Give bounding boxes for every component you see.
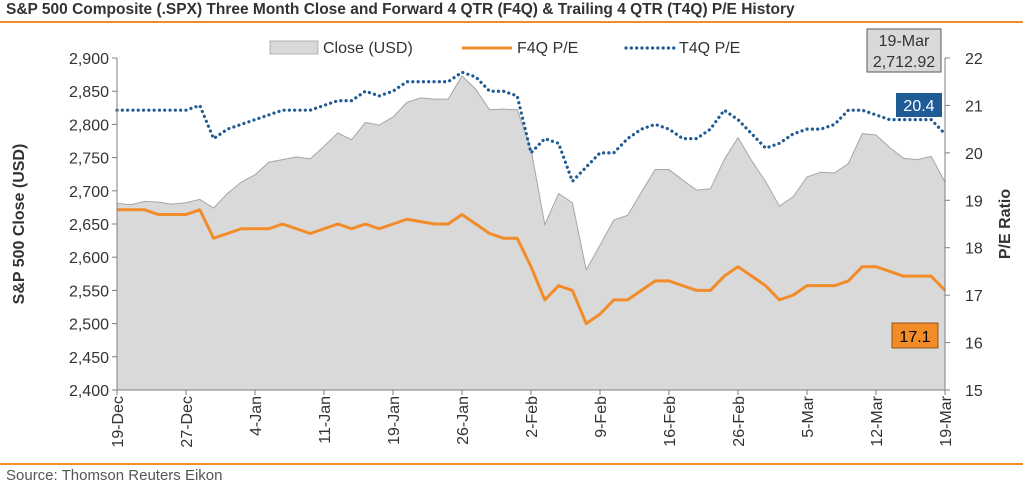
left-tick-label: 2,600	[69, 250, 109, 267]
right-tick-label: 17	[965, 288, 983, 305]
value-callouts: 19-Mar 2,712.92 20.4 17.1	[866, 28, 942, 349]
left-tick-label: 2,500	[69, 317, 109, 334]
x-tick-label: 19-Dec	[110, 396, 127, 448]
x-tick-label: 26-Feb	[731, 396, 748, 447]
x-tick-label: 5-Mar	[800, 395, 817, 437]
x-tick-label: 12-Mar	[869, 395, 886, 446]
left-tick-label: 2,450	[69, 350, 109, 367]
right-tick-label: 18	[965, 241, 983, 258]
left-tick-label: 2,800	[69, 117, 109, 134]
x-tick-label: 9-Feb	[593, 396, 610, 438]
axes-layer: 2,400 2,450 2,500 2,550 2,600 2,650 2,700 2,750…	[11, 51, 1014, 448]
right-tick-label: 21	[965, 98, 983, 115]
left-tick-label: 2,850	[69, 84, 109, 101]
legend-label-f4q: F4Q P/E	[517, 40, 578, 57]
legend-label-close: Close (USD)	[323, 40, 413, 57]
left-tick-label: 2,400	[69, 383, 109, 400]
t4q-callout-value: 20.4	[903, 98, 934, 115]
top-rule	[0, 21, 1023, 23]
x-tick-label: 11-Jan	[317, 396, 334, 444]
pe-lines-layer	[115, 70, 947, 326]
x-tick-label: 26-Jan	[455, 396, 472, 445]
legend-swatch-close	[269, 40, 319, 55]
close-area	[117, 75, 945, 391]
right-tick-label: 22	[965, 51, 983, 68]
legend: Close (USD) F4Q P/E T4Q P/E	[269, 40, 740, 57]
x-tick-label: 2-Feb	[524, 396, 541, 438]
close-callout-date: 19-Mar	[879, 33, 930, 50]
f4q-callout-box	[891, 322, 939, 349]
t4q-callout-box	[896, 93, 942, 117]
t4q-pe-line	[115, 70, 947, 185]
right-tick-label: 19	[965, 193, 983, 210]
x-tick-label: 19-Mar	[938, 395, 955, 446]
left-tick-label: 2,550	[69, 283, 109, 300]
f4q-callout-value: 17.1	[899, 329, 930, 346]
x-tick-label: 27-Dec	[179, 396, 196, 448]
chart-title: S&P 500 Composite (.SPX) Three Month Clo…	[6, 1, 795, 18]
left-tick-label: 2,700	[69, 184, 109, 201]
x-tick-label: 19-Jan	[386, 396, 403, 445]
close-callout-value: 2,712.92	[873, 54, 935, 71]
right-tick-label: 15	[965, 383, 983, 400]
left-tick-label: 2,750	[69, 151, 109, 168]
close-area-layer	[116, 75, 946, 391]
f4q-pe-line	[117, 208, 947, 326]
right-axis-title: P/E Ratio	[997, 189, 1014, 259]
right-tick-label: 16	[965, 336, 983, 353]
left-tick-label: 2,650	[69, 217, 109, 234]
x-tick-label: 4-Jan	[248, 396, 265, 436]
x-tick-label: 16-Feb	[662, 396, 679, 447]
legend-label-t4q: T4Q P/E	[679, 40, 740, 57]
source-note: Source: Thomson Reuters Eikon	[6, 467, 223, 484]
close-callout-box	[866, 28, 942, 73]
left-axis-title: S&P 500 Close (USD)	[11, 144, 28, 305]
left-tick-label: 2,900	[69, 51, 109, 68]
bottom-rule	[0, 463, 1023, 465]
right-tick-label: 20	[965, 146, 983, 163]
